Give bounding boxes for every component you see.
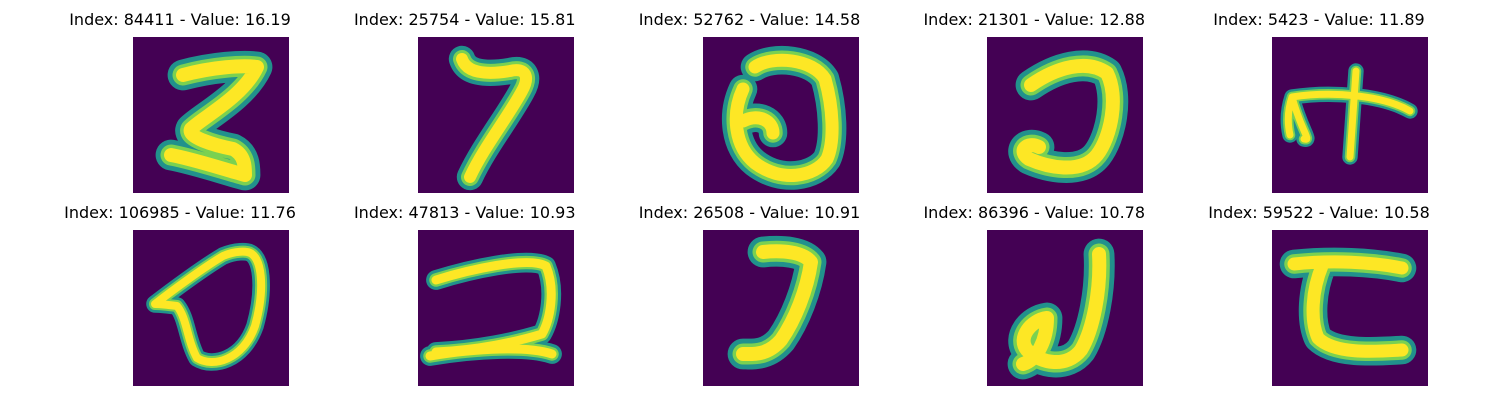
- digit-image: [417, 37, 574, 193]
- image-panel: Index: 5423 - Value: 11.89: [1169, 0, 1469, 193]
- panel-title: Index: 21301 - Value: 12.88: [923, 10, 1146, 29]
- image-panel: Index: 52762 - Value: 14.58: [600, 0, 900, 193]
- digit-image: [417, 230, 574, 386]
- digit-image: [702, 230, 859, 386]
- digit-image: [987, 230, 1144, 386]
- digit-image: [987, 37, 1144, 193]
- panel-title: Index: 47813 - Value: 10.93: [353, 203, 576, 222]
- digit-image: [133, 37, 289, 193]
- panel-title: Index: 26508 - Value: 10.91: [638, 203, 861, 222]
- image-panel: Index: 47813 - Value: 10.93: [315, 193, 615, 386]
- panel-title: Index: 106985 - Value: 11.76: [64, 203, 296, 222]
- image-panel: Index: 84411 - Value: 16.19: [30, 0, 330, 193]
- digit-image: [1272, 37, 1428, 193]
- digit-image: [133, 230, 289, 386]
- digit-image: [702, 37, 859, 193]
- image-panel: Index: 26508 - Value: 10.91: [600, 193, 900, 386]
- panel-title: Index: 25754 - Value: 15.81: [353, 10, 576, 29]
- image-panel: Index: 59522 - Value: 10.58: [1169, 193, 1469, 386]
- image-panel: Index: 106985 - Value: 11.76: [30, 193, 330, 386]
- panel-title: Index: 52762 - Value: 14.58: [638, 10, 861, 29]
- image-panel: Index: 25754 - Value: 15.81: [315, 0, 615, 193]
- panel-title: Index: 86396 - Value: 10.78: [923, 203, 1146, 222]
- panel-title: Index: 59522 - Value: 10.58: [1208, 203, 1430, 222]
- panel-title: Index: 84411 - Value: 16.19: [69, 10, 291, 29]
- digit-image: [1272, 230, 1428, 386]
- panel-title: Index: 5423 - Value: 11.89: [1213, 10, 1425, 29]
- image-panel: Index: 86396 - Value: 10.78: [884, 193, 1184, 386]
- image-panel: Index: 21301 - Value: 12.88: [884, 0, 1184, 193]
